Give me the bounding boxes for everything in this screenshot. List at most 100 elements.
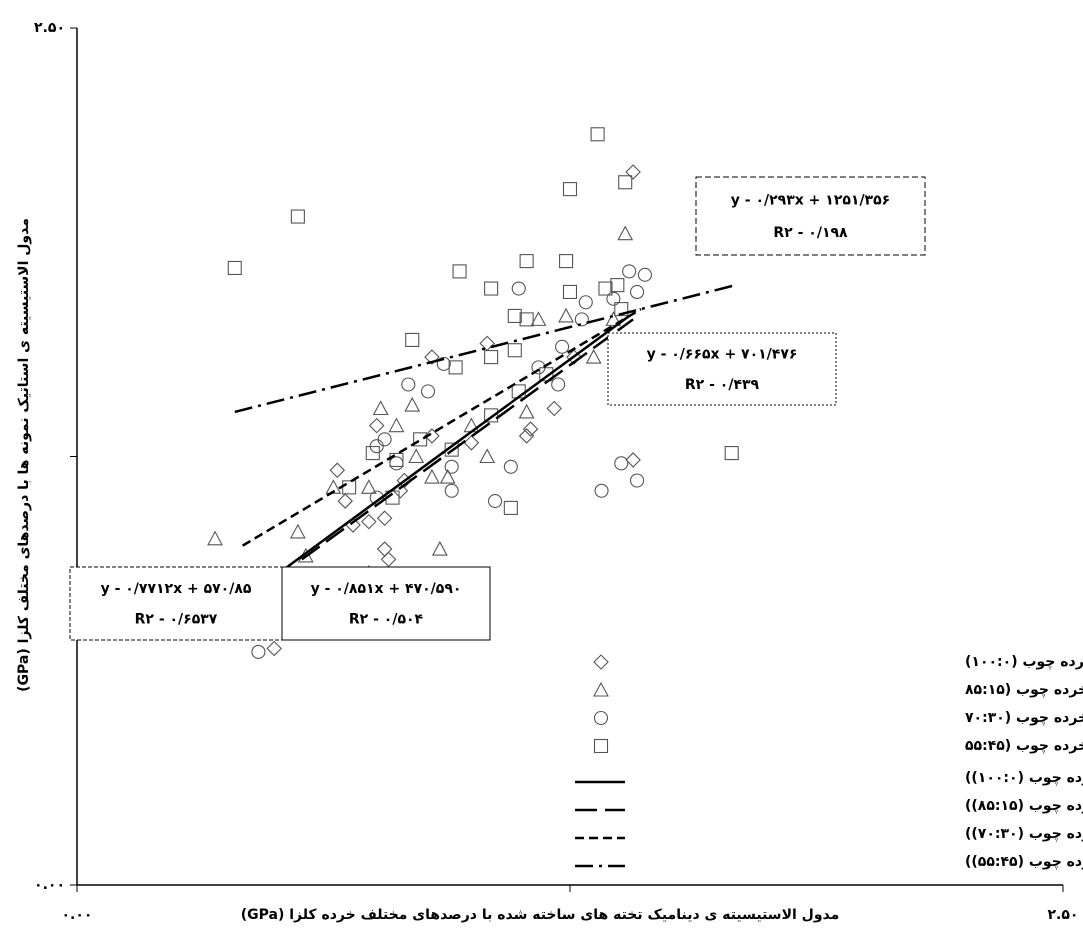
point bbox=[562, 182, 578, 197]
point bbox=[452, 264, 467, 279]
equation-box bbox=[695, 176, 926, 256]
point bbox=[337, 493, 353, 509]
point bbox=[555, 339, 570, 354]
point bbox=[444, 483, 459, 498]
point bbox=[389, 452, 404, 467]
legend-marker bbox=[593, 738, 609, 754]
point bbox=[551, 377, 566, 392]
point bbox=[598, 281, 613, 296]
point bbox=[590, 127, 605, 142]
point bbox=[448, 360, 463, 375]
point bbox=[578, 295, 593, 310]
point bbox=[484, 350, 499, 365]
legend-marker bbox=[593, 681, 609, 697]
point bbox=[380, 551, 397, 568]
point bbox=[290, 209, 305, 224]
point bbox=[585, 348, 602, 364]
point bbox=[424, 349, 440, 365]
trend-line bbox=[273, 314, 630, 578]
point bbox=[377, 432, 392, 447]
point bbox=[503, 500, 518, 515]
point bbox=[372, 400, 389, 416]
point bbox=[546, 400, 563, 417]
legend-label: (خرده کلزا:خرده چوب (۵۵:۴۵ bbox=[965, 738, 1083, 754]
y-axis-title: مدول الاستیسیته ی استاتیک نمونه ها با در… bbox=[16, 218, 32, 692]
point bbox=[431, 540, 448, 556]
point bbox=[637, 267, 652, 282]
point bbox=[439, 468, 456, 484]
equation-box bbox=[281, 566, 491, 641]
trend-line bbox=[234, 283, 736, 414]
point bbox=[325, 479, 342, 494]
point bbox=[444, 459, 459, 474]
point bbox=[518, 403, 535, 419]
point bbox=[368, 417, 385, 434]
point bbox=[518, 428, 535, 444]
point bbox=[625, 164, 641, 180]
x-tick-label: ۲.۵۰ bbox=[1048, 907, 1079, 923]
point bbox=[436, 356, 451, 371]
point bbox=[405, 332, 420, 347]
point bbox=[558, 307, 574, 323]
point bbox=[522, 421, 539, 437]
point bbox=[610, 278, 625, 293]
point bbox=[388, 417, 405, 433]
equation-box bbox=[607, 332, 837, 406]
equation-text: R۲ - ۰/۶۵۳۷ bbox=[135, 612, 218, 628]
point bbox=[629, 473, 645, 488]
point bbox=[507, 343, 522, 358]
point bbox=[376, 510, 393, 526]
legend-marker bbox=[593, 654, 609, 670]
point bbox=[342, 480, 357, 495]
point bbox=[408, 448, 425, 464]
point bbox=[511, 281, 526, 296]
point bbox=[361, 513, 377, 530]
equation-text: R۲ - ۰/۴۳۹ bbox=[685, 377, 760, 393]
point bbox=[574, 312, 589, 327]
equation-text: y - ۰/۲۹۳x + ۱۲۵۱/۳۵۶ bbox=[731, 192, 890, 208]
point bbox=[401, 377, 416, 392]
legend-label: (خرده کلزا:خرده چوب (۷۰:۳۰ bbox=[965, 710, 1083, 726]
x-axis-title: مدول الاستیسیته ی دینامیک تخته های ساخته… bbox=[241, 907, 840, 923]
point bbox=[463, 435, 480, 451]
x-tick-label: ۰.۰۰ bbox=[62, 907, 93, 923]
equation-text: y - ۰/۷۷۱۲x + ۵۷۰/۸۵ bbox=[101, 581, 252, 597]
point bbox=[266, 640, 282, 657]
point bbox=[484, 281, 499, 296]
point bbox=[360, 479, 377, 494]
legend-marker bbox=[593, 710, 609, 726]
point bbox=[559, 254, 574, 269]
point bbox=[503, 459, 518, 474]
legend-label: Linear (خرده کلزا:خرده چوب (۵۵:۴۵)) bbox=[965, 854, 1083, 870]
point bbox=[566, 349, 582, 365]
legend-label: Linear (خرده کلزا:خرده چوب (۸۵:۱۵)) bbox=[965, 798, 1083, 814]
trend-line bbox=[301, 318, 634, 561]
y-tick-label: ۰.۰۰ bbox=[34, 877, 65, 893]
point bbox=[629, 284, 645, 300]
equation-text: R۲ - ۰/۵۰۴ bbox=[349, 612, 424, 628]
point bbox=[424, 468, 440, 484]
point bbox=[329, 462, 346, 478]
trend-line bbox=[242, 308, 642, 547]
point bbox=[605, 311, 622, 326]
legend-label: Linear (خرده کلزا:خرده چوب (۱۰۰:۰)) bbox=[965, 770, 1083, 786]
point bbox=[614, 456, 629, 471]
point bbox=[488, 494, 503, 509]
point bbox=[413, 432, 428, 447]
point bbox=[404, 396, 421, 412]
point bbox=[519, 254, 534, 269]
point bbox=[227, 260, 242, 276]
point bbox=[365, 446, 380, 461]
equation-text: y - ۰/۶۶۵x + ۷۰۱/۴۷۶ bbox=[647, 347, 798, 363]
point bbox=[507, 308, 522, 324]
equation-text: R۲ - ۰/۱۹۸ bbox=[773, 225, 848, 241]
point bbox=[594, 483, 609, 498]
point bbox=[562, 284, 578, 300]
point bbox=[625, 452, 641, 468]
point bbox=[622, 264, 637, 279]
point bbox=[617, 225, 634, 241]
equation-text: y - ۰/۸۵۱x + ۴۷۰/۵۹۰ bbox=[311, 581, 462, 597]
point bbox=[424, 428, 440, 444]
legend-label: Linear (خرده کلزا:خرده چوب (۷۰:۳۰)) bbox=[965, 826, 1083, 842]
